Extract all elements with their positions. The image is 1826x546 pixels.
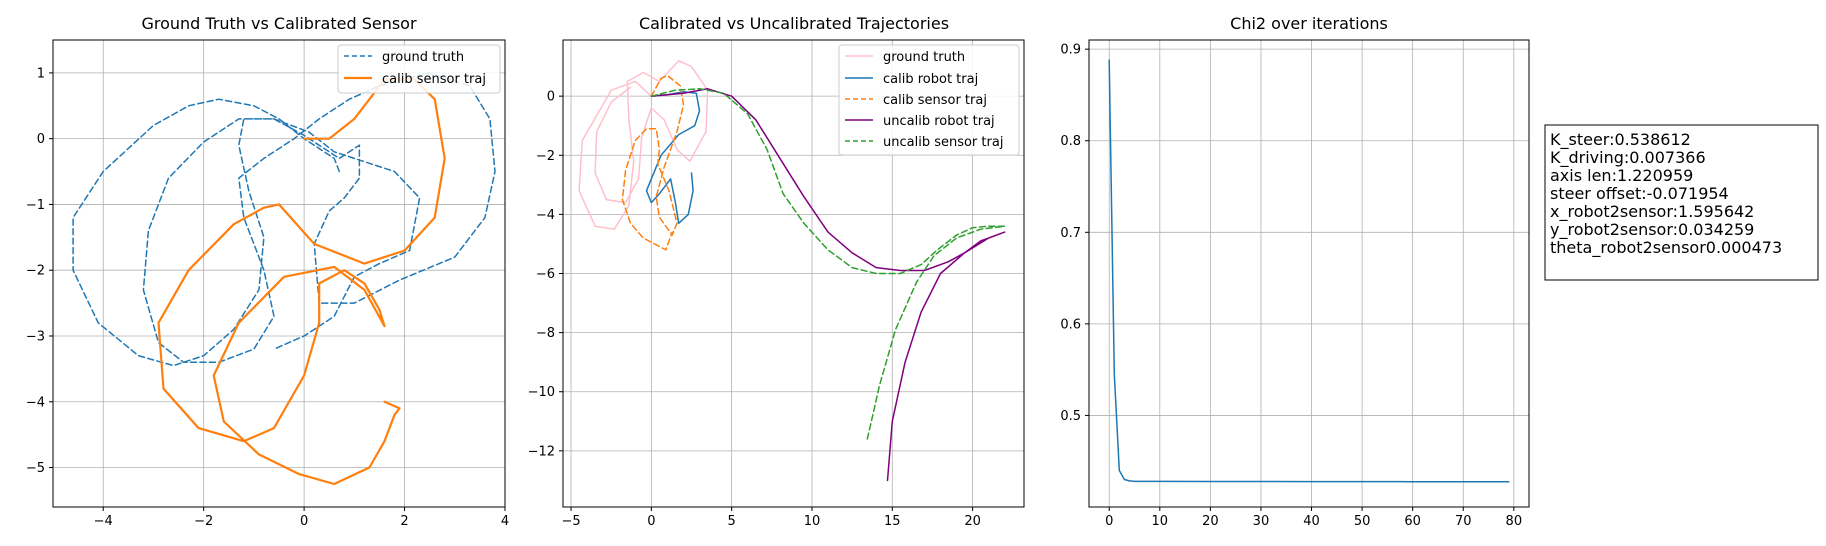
x-tick-label: 0 — [647, 514, 655, 529]
x-tick-label: 70 — [1455, 514, 1472, 529]
subplot-calibrated-vs-uncalibrated: Calibrated vs Uncalibrated Trajectories … — [528, 14, 1025, 529]
x-tick-label: 60 — [1404, 514, 1421, 529]
x-tick-label: 0 — [1105, 514, 1113, 529]
legend-label-ground-truth: ground truth — [883, 50, 965, 65]
y-tick-label: −1 — [26, 198, 45, 213]
x-tick-label: 5 — [728, 514, 736, 529]
x-tick-label: 10 — [804, 514, 821, 529]
x-tick-label: −5 — [561, 514, 580, 529]
y-tick-label: −12 — [528, 444, 555, 459]
x-tick-label: 2 — [400, 514, 408, 529]
legend-label-calib-sensor-traj: calib sensor traj — [382, 72, 486, 87]
y-tick-label: 0.7 — [1060, 226, 1081, 241]
legend: ground truth calib robot traj calib sens… — [838, 44, 1020, 156]
y-tick-label: −4 — [536, 208, 555, 223]
legend: ground truth calib sensor traj — [337, 44, 501, 94]
param-y-robot2sensor: y_robot2sensor:0.034259 — [1550, 220, 1754, 240]
grid — [1089, 40, 1529, 507]
y-tick-label: 0.9 — [1060, 43, 1081, 58]
y-tick-label: −3 — [26, 329, 45, 344]
ticks: −4 −2 0 2 4 −5 −4 −3 −2 −1 0 1 — [26, 66, 509, 529]
y-tick-label: 0.8 — [1060, 134, 1081, 149]
calibration-params-box: K_steer:0.538612 K_driving:0.007366 axis… — [1544, 124, 1819, 281]
y-tick-label: −2 — [536, 149, 555, 164]
series-calib-robot-traj — [645, 90, 701, 225]
y-tick-label: 0 — [37, 132, 45, 147]
series-calib-sensor-traj — [621, 74, 685, 251]
legend-label-calib-robot-traj: calib robot traj — [883, 72, 978, 87]
subplot-ground-truth-vs-calibrated: Ground Truth vs Calibrated Sensor −4 −2 0 2… — [26, 14, 509, 529]
params-box-frame — [1544, 124, 1819, 281]
axes-frame — [52, 39, 506, 508]
series-ground-truth — [72, 72, 496, 367]
param-theta-robot2sensor: theta_robot2sensor0.000473 — [1550, 238, 1782, 258]
x-tick-label: 20 — [1202, 514, 1219, 529]
axes-frame — [1088, 39, 1530, 508]
y-tick-label: 0 — [547, 90, 555, 105]
y-tick-label: 0.6 — [1060, 317, 1081, 332]
param-k-driving: K_driving:0.007366 — [1550, 148, 1706, 168]
y-tick-label: 0.5 — [1060, 409, 1081, 424]
x-tick-label: 0 — [300, 514, 308, 529]
series-uncalib-robot-traj — [650, 88, 1006, 482]
series-group — [72, 72, 496, 486]
legend-label-uncalib-sensor-traj: uncalib sensor traj — [883, 135, 1003, 150]
subplot-title: Calibrated vs Uncalibrated Trajectories — [639, 14, 949, 33]
x-tick-label: 30 — [1253, 514, 1270, 529]
legend-box — [838, 44, 1020, 156]
x-tick-label: 80 — [1506, 514, 1523, 529]
legend-box — [337, 44, 501, 94]
param-axis-len: axis len:1.220959 — [1550, 166, 1693, 185]
y-tick-label: −8 — [536, 326, 555, 341]
x-tick-label: 15 — [884, 514, 901, 529]
y-tick-label: −4 — [26, 395, 45, 410]
y-tick-label: 1 — [37, 66, 45, 81]
x-tick-label: 50 — [1354, 514, 1371, 529]
x-tick-label: 10 — [1152, 514, 1169, 529]
series-ground-truth — [578, 59, 709, 230]
ticks: 0 10 20 30 40 50 60 70 80 0.5 0.6 0.7 0.8 0.9 — [1060, 43, 1522, 529]
y-tick-label: −2 — [26, 264, 45, 279]
x-tick-label: −4 — [94, 514, 113, 529]
subplot-title: Chi2 over iterations — [1230, 14, 1388, 33]
legend-label-uncalib-robot-traj: uncalib robot traj — [883, 114, 995, 129]
legend-label-calib-sensor-traj: calib sensor traj — [883, 93, 987, 108]
param-k-steer: K_steer:0.538612 — [1550, 130, 1691, 150]
x-tick-label: 40 — [1303, 514, 1320, 529]
legend-label-ground-truth: ground truth — [382, 50, 464, 65]
param-steer-offset: steer offset:-0.071954 — [1550, 184, 1729, 203]
series-chi2 — [1108, 59, 1510, 483]
param-x-robot2sensor: x_robot2sensor:1.595642 — [1550, 202, 1754, 222]
x-tick-label: 4 — [501, 514, 509, 529]
subplot-title: Ground Truth vs Calibrated Sensor — [141, 14, 417, 33]
ticks: −5 0 5 10 15 20 −12 −10 −8 −6 −4 −2 0 — [528, 90, 981, 529]
subplot-chi2-over-iterations: Chi2 over iterations 0 10 20 30 40 50 60 70 80 0.… — [1060, 14, 1530, 529]
y-tick-label: −6 — [536, 267, 555, 282]
y-tick-label: −5 — [26, 461, 45, 476]
y-tick-label: −10 — [528, 385, 555, 400]
x-tick-label: 20 — [964, 514, 981, 529]
x-tick-label: −2 — [194, 514, 213, 529]
series-group — [578, 59, 1006, 482]
series-group — [1108, 59, 1510, 483]
series-calib-sensor-traj — [157, 78, 446, 486]
